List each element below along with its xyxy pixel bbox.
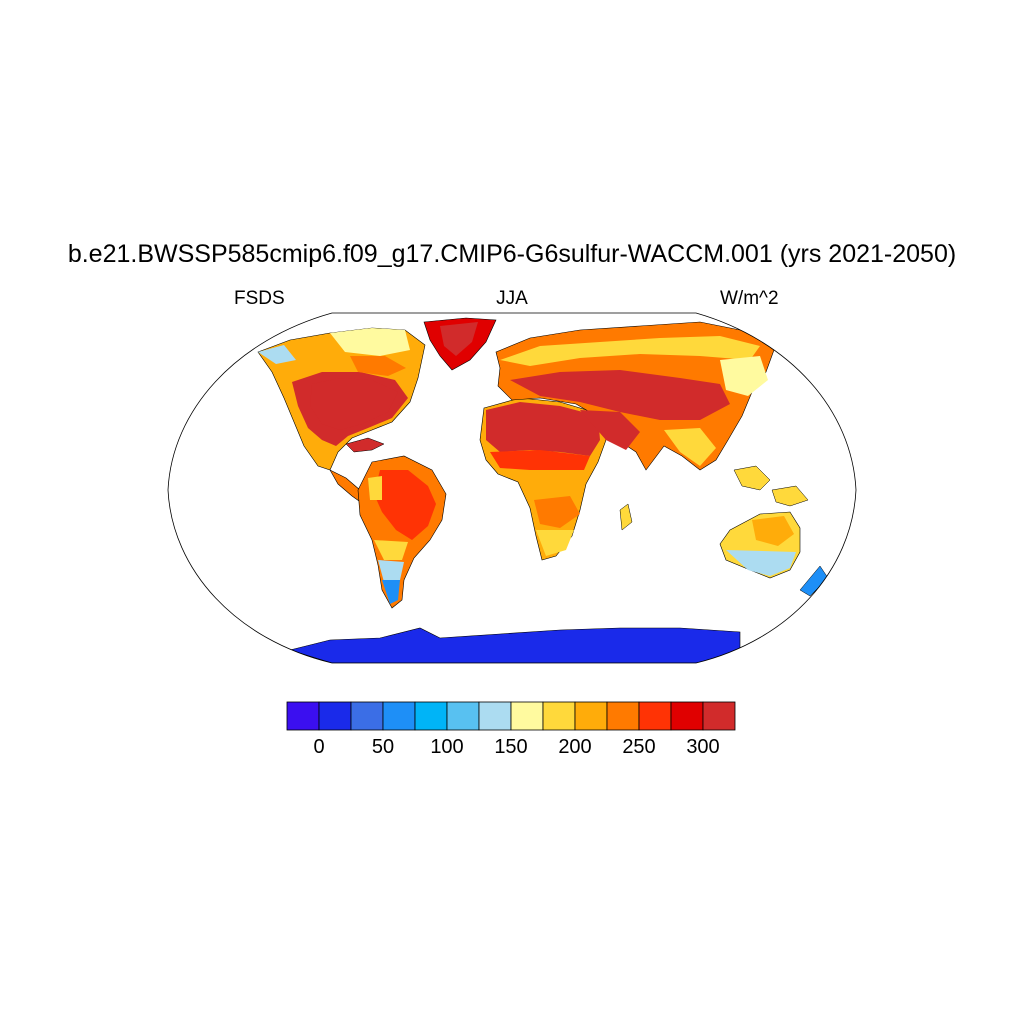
variable-label: FSDS [234, 288, 285, 309]
map-title: b.e21.BWSSP585cmip6.f09_g17.CMIP6-G6sulf… [67, 240, 957, 268]
colorbar-swatch [318, 701, 352, 731]
colorbar-swatch [606, 701, 640, 731]
colorbar-swatch [670, 701, 704, 731]
colorbar-swatch [446, 701, 480, 731]
colorbar-label: 0 [313, 736, 325, 758]
colorbar-swatch [478, 701, 512, 731]
colorbar-label: 250 [622, 736, 656, 758]
australia [719, 511, 829, 597]
colorbar-swatch [638, 701, 672, 731]
units-label: W/m^2 [720, 288, 779, 309]
africa [479, 397, 633, 561]
south-america [357, 455, 447, 609]
colorbar-swatch [542, 701, 576, 731]
north-america [257, 327, 426, 507]
colorbar-swatch [574, 701, 608, 731]
colorbar-swatch [286, 701, 320, 731]
globe-outline [167, 312, 857, 664]
colorbar-swatch [510, 701, 544, 731]
colorbar-label: 200 [558, 736, 592, 758]
colorbar-label: 150 [494, 736, 528, 758]
colorbar-swatch [382, 701, 416, 731]
colorbar-label: 50 [371, 736, 395, 758]
eurasia [495, 321, 809, 507]
season-label: JJA [496, 288, 528, 309]
colorbar-swatch [414, 701, 448, 731]
colorbar-swatch [350, 701, 384, 731]
colorbar [286, 701, 736, 731]
colorbar-label: 300 [686, 736, 720, 758]
colorbar-swatch [702, 701, 736, 731]
colorbar-label: 100 [430, 736, 464, 758]
greenland [423, 317, 497, 371]
